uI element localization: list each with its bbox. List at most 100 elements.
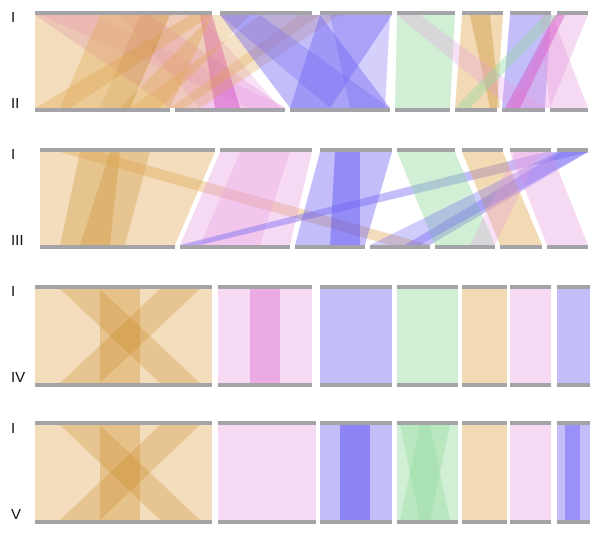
synteny-ribbon (397, 425, 458, 520)
chromosome-bar-bottom (218, 520, 316, 524)
synteny-ribbon (130, 15, 320, 108)
chromosome-bar-top (220, 148, 312, 152)
chromosome-bar-bottom (557, 383, 590, 387)
chromosome-bar-top (218, 285, 312, 289)
chromosome-bar-top (462, 11, 503, 15)
synteny-ribbon (40, 152, 215, 245)
synteny-ribbon (60, 152, 120, 245)
chromosome-bar-top (397, 148, 455, 152)
synteny-ribbon (35, 15, 212, 108)
chromosome-bar-top (320, 148, 392, 152)
synteny-ribbon (35, 15, 212, 108)
panel-3-top-label: I (11, 283, 16, 300)
synteny-ribbon (170, 15, 340, 108)
panel-2-top-label: I (11, 146, 16, 163)
synteny-ribbon (120, 15, 250, 108)
panel-3 (35, 285, 590, 387)
synteny-ribbon (60, 15, 140, 108)
synteny-ribbon (60, 289, 200, 383)
synteny-ribbon (395, 15, 455, 108)
synteny-ribbon (505, 15, 565, 108)
synteny-ribbon (220, 15, 390, 108)
chromosome-bar-top (557, 148, 588, 152)
synteny-ribbon (330, 15, 390, 108)
synteny-ribbon (180, 152, 590, 245)
chromosome-bar-bottom (462, 383, 507, 387)
synteny-ribbon (80, 152, 150, 245)
synteny-ribbon (180, 152, 312, 245)
panel-4 (35, 421, 590, 524)
synteny-ribbon (400, 425, 450, 520)
synteny-ribbon (330, 152, 360, 245)
synteny-ribbon (462, 289, 507, 383)
chromosome-bar-bottom (462, 520, 507, 524)
chromosome-bar-bottom (397, 383, 458, 387)
chromosome-bar-bottom (455, 108, 497, 112)
panel-2-bottom-label: III (11, 232, 24, 249)
panel-1-bottom-label: II (11, 95, 20, 112)
synteny-ribbon (510, 152, 588, 245)
chromosome-bar-top (510, 11, 551, 15)
synteny-ribbon (557, 425, 590, 520)
chromosome-bar-top (35, 421, 212, 425)
chromosome-bar-top (35, 11, 212, 15)
chromosome-bar-top (35, 285, 212, 289)
chromosome-bar-top (557, 11, 588, 15)
chromosome-bar-top (397, 11, 455, 15)
synteny-ribbon (510, 15, 588, 108)
synteny-ribbon (510, 289, 551, 383)
chromosome-bar-top (220, 11, 312, 15)
synteny-ribbon (100, 15, 170, 108)
chromosome-bar-top (320, 285, 392, 289)
chromosome-bar-top (40, 148, 215, 152)
chromosome-bar-top (557, 285, 590, 289)
synteny-ribbon (502, 15, 551, 108)
chromosome-bar-bottom (35, 108, 170, 112)
synteny-ribbon (510, 425, 551, 520)
chromosome-bar-bottom (218, 383, 312, 387)
synteny-ribbon (540, 15, 588, 108)
chromosome-bar-bottom (397, 520, 458, 524)
synteny-ribbon (200, 15, 240, 108)
chromosome-bar-top (510, 285, 551, 289)
synteny-ribbon (35, 425, 212, 520)
chromosome-bar-top (462, 148, 503, 152)
synteny-ribbon (60, 289, 200, 383)
synteny-ribbon (340, 425, 370, 520)
chromosome-bar-bottom (35, 520, 212, 524)
synteny-ribbon (462, 425, 507, 520)
synteny-ribbon (320, 425, 392, 520)
panel-4-top-label: I (11, 420, 16, 437)
synteny-ribbon (218, 289, 312, 383)
synteny-ribbon (397, 15, 545, 108)
chromosome-bar-bottom (547, 245, 588, 249)
chromosome-bar-top (510, 148, 551, 152)
synteny-ribbon (200, 152, 290, 245)
synteny-ribbon (60, 425, 200, 520)
chromosome-bar-top (397, 285, 458, 289)
synteny-ribbon (120, 15, 280, 108)
synteny-ribbon (557, 289, 590, 383)
panel-1 (35, 11, 588, 112)
chromosome-bar-bottom (175, 108, 285, 112)
synteny-ribbon (455, 15, 503, 108)
chromosome-bar-bottom (510, 383, 551, 387)
chromosome-bar-bottom (550, 108, 588, 112)
chromosome-bar-top (218, 421, 316, 425)
chromosome-bar-bottom (180, 245, 290, 249)
synteny-ribbon (397, 152, 495, 245)
chromosome-bar-top (557, 421, 590, 425)
synteny-ribbon (218, 425, 316, 520)
chromosome-bar-bottom (435, 245, 495, 249)
panel-3-bottom-label: IV (11, 369, 26, 386)
synteny-ribbon (320, 289, 392, 383)
chromosome-bar-top (462, 285, 507, 289)
chromosome-bar-top (510, 421, 551, 425)
synteny-ribbon (220, 15, 390, 108)
panel-4-bottom-label: V (11, 506, 22, 523)
panel-1-top-label: I (11, 9, 16, 26)
chromosome-bar-bottom (290, 108, 390, 112)
chromosome-bar-bottom (510, 520, 551, 524)
synteny-ribbon (250, 289, 280, 383)
